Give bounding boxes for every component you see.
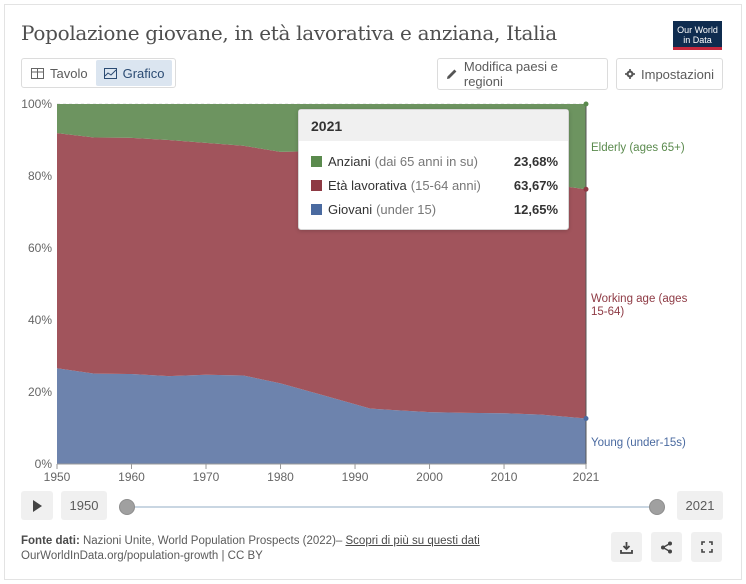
timeline-end-handle[interactable] xyxy=(649,499,665,515)
settings-label: Impostazioni xyxy=(641,66,714,82)
source-url: OurWorldInData.org/population-growth | C… xyxy=(21,550,263,562)
y-tick-label: 0% xyxy=(35,457,53,471)
play-icon xyxy=(33,499,42,512)
tab-table-label: Tavolo xyxy=(50,65,88,81)
tooltip-value: 12,65% xyxy=(513,201,558,217)
hover-dot xyxy=(583,415,589,421)
source-text: Nazioni Unite, World Population Prospect… xyxy=(82,535,336,547)
tooltip-label: Età lavorativa xyxy=(328,177,407,193)
source-label: Fonte dati: xyxy=(21,535,80,547)
x-tick-label: 1970 xyxy=(193,470,220,482)
series-label-young: Young (under-15s) xyxy=(591,437,686,449)
x-tick-label: 1990 xyxy=(342,470,369,482)
download-button[interactable] xyxy=(611,532,642,562)
gear-icon xyxy=(625,68,636,80)
x-tick-label: 2010 xyxy=(491,470,518,482)
series-labels: Young (under-15s) Working age (ages 15-64)… xyxy=(591,142,688,449)
tooltip-value: 23,68% xyxy=(513,153,558,169)
series-label-working-age: Working age (ages 15-64) xyxy=(591,293,688,318)
hover-tooltip: 2021 Anziani (dai 65 anni in su) 23,68% … xyxy=(298,109,569,230)
x-tick-label: 1980 xyxy=(267,470,294,482)
play-button[interactable] xyxy=(21,491,53,520)
chart-axes: 0% 20% 40% 60% 80% 100% 1950 1960 1970 1980 1990 20… xyxy=(21,97,599,482)
young-swatch xyxy=(311,203,322,215)
tab-table[interactable]: Tavolo xyxy=(23,60,96,86)
elderly-swatch xyxy=(311,155,322,167)
hover-dot xyxy=(583,101,589,107)
source-note: Fonte dati: Nazioni Unite, World Populat… xyxy=(21,535,480,562)
x-tick-label: 2021 xyxy=(573,470,600,482)
download-icon xyxy=(620,541,633,554)
share-icon xyxy=(661,541,672,553)
tooltip-sublabel: (15-64 anni) xyxy=(410,177,481,193)
page-title: Popolazione giovane, in età lavorativa e… xyxy=(21,21,557,45)
share-button[interactable] xyxy=(651,532,682,562)
learn-more-link[interactable]: Scopri di più su questi dati xyxy=(345,535,480,547)
x-tick-label: 2000 xyxy=(416,470,443,482)
settings-button[interactable]: Impostazioni xyxy=(616,58,723,90)
fullscreen-button[interactable] xyxy=(691,532,722,562)
x-tick-label: 1960 xyxy=(118,470,145,482)
area-young xyxy=(57,368,586,464)
tooltip-row-young: Giovani (under 15) 12,65% xyxy=(311,199,558,219)
chart-icon xyxy=(103,67,117,79)
tooltip-label: Anziani xyxy=(328,153,371,169)
x-tick-label: 1950 xyxy=(44,470,71,482)
edit-countries-button[interactable]: Modifica paesi e regioni xyxy=(437,58,608,90)
tooltip-sublabel: (under 15) xyxy=(376,201,437,217)
series-label-elderly: Elderly (ages 65+) xyxy=(591,142,685,154)
timeline-start-year[interactable]: 1950 xyxy=(61,491,107,520)
pencil-icon xyxy=(446,69,457,79)
working-age-swatch xyxy=(311,179,322,191)
tab-chart[interactable]: Grafico xyxy=(95,60,173,86)
y-tick-label: 60% xyxy=(28,241,52,255)
chart-frame xyxy=(4,4,742,580)
logo-line-1: Our World xyxy=(677,25,718,35)
tab-chart-label: Grafico xyxy=(122,65,165,81)
timeline-track[interactable] xyxy=(127,506,657,508)
y-tick-label: 20% xyxy=(28,385,52,399)
table-icon xyxy=(31,67,44,79)
tooltip-label: Giovani xyxy=(328,201,373,217)
tooltip-year: 2021 xyxy=(299,110,568,141)
logo-line-2: in Data xyxy=(683,35,712,45)
timeline-start-handle[interactable] xyxy=(119,499,135,515)
y-tick-label: 100% xyxy=(21,97,52,111)
tooltip-row-elderly: Anziani (dai 65 anni in su) 23,68% xyxy=(311,151,558,171)
tooltip-sublabel: (dai 65 anni in su) xyxy=(374,153,478,169)
tooltip-value: 63,67% xyxy=(513,177,558,193)
y-tick-label: 40% xyxy=(28,313,52,327)
hover-dot xyxy=(583,186,589,192)
tooltip-row-working-age: Età lavorativa (15-64 anni) 63,67% xyxy=(311,175,558,195)
edit-countries-label: Modifica paesi e regioni xyxy=(463,59,558,89)
y-tick-label: 80% xyxy=(28,169,52,183)
fullscreen-icon xyxy=(700,541,713,553)
owid-logo[interactable]: Our World in Data xyxy=(673,21,722,50)
timeline-end-year[interactable]: 2021 xyxy=(677,491,723,520)
view-tabs: Tavolo Grafico xyxy=(21,58,176,88)
